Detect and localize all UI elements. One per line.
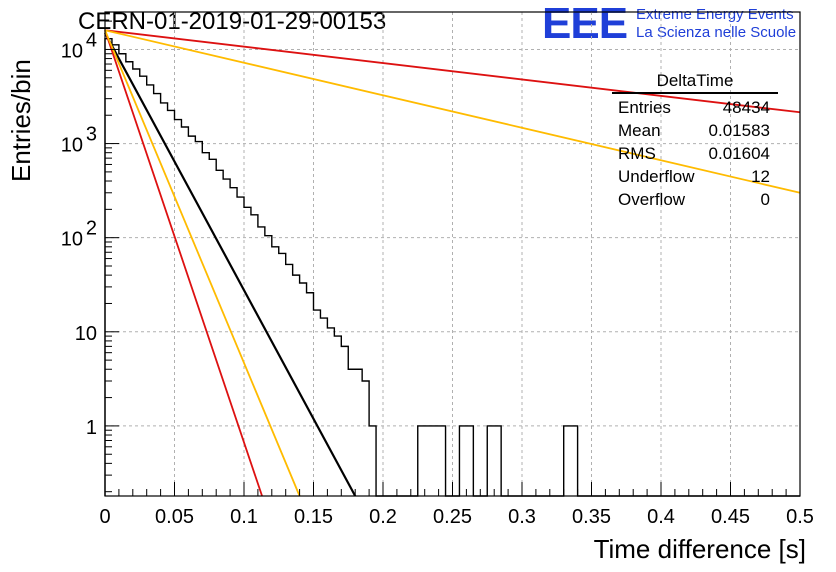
stats-row-mean: Mean 0.01583 (612, 119, 778, 142)
stats-row-rms: RMS 0.01604 (612, 142, 778, 165)
stats-value: 0.01583 (708, 121, 770, 140)
x-tick-label: 0.45 (711, 506, 750, 528)
stats-value: 0 (760, 190, 770, 209)
y-tick-exponent: 4 (86, 29, 97, 51)
x-tick-label: 0.05 (155, 506, 194, 528)
fit-line-2 (104, 29, 801, 114)
fit-line-4 (104, 29, 801, 194)
eee-logo: EEE (542, 0, 628, 48)
x-tick-label: 0.35 (572, 506, 611, 528)
stats-label: Overflow (618, 190, 686, 209)
y-tick-label: 10 (75, 323, 97, 345)
stats-value: 48434 (722, 98, 770, 117)
stats-label: Mean (618, 121, 661, 140)
y-tick-label: 1 (86, 417, 97, 439)
x-tick-label: 0.2 (369, 506, 397, 528)
stats-label: RMS (618, 144, 656, 163)
x-tick-label: 0.25 (433, 506, 472, 528)
stats-box: DeltaTime Entries 48434 Mean 0.01583 RMS… (612, 70, 778, 211)
fit-line-1 (104, 29, 263, 497)
x-axis-label: Time difference [s] (593, 534, 806, 564)
stats-label: Entries (618, 98, 671, 117)
x-tick-label: 0.3 (508, 506, 536, 528)
y-tick-exponent: 2 (86, 218, 97, 240)
logo-line-1: Extreme Energy Events (636, 6, 794, 23)
x-tick-label: 0.4 (647, 506, 675, 528)
fit-line-3 (104, 29, 301, 497)
y-tick-label: 10 (61, 40, 83, 62)
stats-row-overflow: Overflow 0 (612, 188, 778, 211)
x-tick-label: 0.1 (230, 506, 258, 528)
stats-title: DeltaTime (612, 70, 778, 94)
stats-value: 12 (751, 167, 770, 186)
y-tick-exponent: 3 (86, 124, 97, 146)
y-tick-label: 10 (61, 135, 83, 157)
x-tick-label: 0 (99, 506, 110, 528)
y-axis-label: Entries/bin (6, 59, 36, 182)
stats-value: 0.01604 (708, 144, 770, 163)
stats-row-entries: Entries 48434 (612, 96, 778, 119)
x-tick-label: 0.5 (786, 506, 814, 528)
y-tick-label: 10 (61, 229, 83, 251)
x-tick-label: 0.15 (294, 506, 333, 528)
fit-line-0 (104, 32, 357, 497)
logo-line-2: La Scienza nelle Scuole (636, 24, 797, 41)
stats-row-underflow: Underflow 12 (612, 165, 778, 188)
stats-label: Underflow (618, 167, 695, 186)
